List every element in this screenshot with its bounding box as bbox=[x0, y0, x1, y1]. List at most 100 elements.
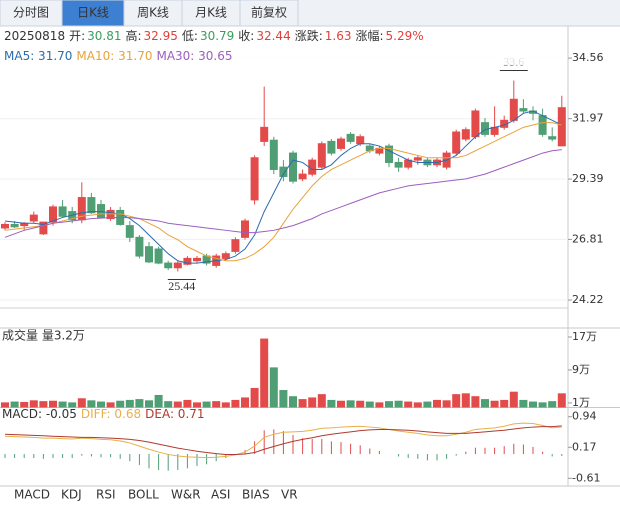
candle-body bbox=[298, 173, 307, 180]
volume-bar bbox=[1, 402, 9, 408]
ma-line bbox=[4, 122, 562, 262]
tab-label[interactable]: 周K线 bbox=[137, 6, 169, 20]
tab[interactable] bbox=[181, 0, 241, 27]
indicator-tab[interactable]: RSI bbox=[96, 488, 116, 502]
quote-name: 低: bbox=[182, 29, 198, 43]
indicator-tab[interactable]: W&R bbox=[171, 488, 201, 502]
indicator-tab[interactable]: ASI bbox=[211, 488, 230, 502]
candle-body bbox=[519, 108, 528, 112]
candle-body bbox=[260, 126, 269, 142]
date: 20250818 bbox=[4, 29, 65, 43]
candle-body bbox=[145, 246, 153, 263]
volume-bar bbox=[442, 400, 451, 408]
candle-body bbox=[557, 107, 566, 147]
volume-bar bbox=[68, 402, 77, 408]
info-line: 20250818 开: 30.81 高: 32.95 低: 30.79 收: 32.44 涨跌: 1… bbox=[4, 28, 424, 43]
candle-body bbox=[394, 161, 403, 168]
volume-bar bbox=[231, 399, 240, 408]
candle-body bbox=[193, 257, 201, 262]
candle-body bbox=[1, 223, 9, 229]
volume-bar bbox=[500, 399, 509, 408]
candle-body bbox=[385, 145, 393, 163]
y-tick-label: 0.17 bbox=[572, 440, 597, 453]
tab[interactable] bbox=[0, 0, 63, 27]
volume-bar bbox=[269, 367, 278, 408]
y-tick-label: -0.61 bbox=[572, 471, 600, 484]
y-tick-label: 26.81 bbox=[572, 232, 604, 245]
candle-body bbox=[106, 209, 115, 220]
indicator-tab[interactable]: VR bbox=[281, 488, 298, 502]
candle-body bbox=[269, 139, 278, 170]
volume-bar bbox=[365, 401, 374, 408]
candle-body bbox=[173, 262, 182, 269]
volume-bar bbox=[202, 401, 211, 408]
volume-bar bbox=[375, 402, 384, 408]
volume-bar bbox=[135, 399, 144, 408]
candle-body bbox=[346, 133, 355, 142]
tab-label[interactable]: 月K线 bbox=[195, 6, 227, 20]
candle-body bbox=[471, 110, 480, 138]
volume-bar bbox=[519, 399, 528, 408]
volume-bar bbox=[289, 396, 297, 408]
candle-body bbox=[509, 98, 518, 121]
quote-value: 30.81 bbox=[87, 29, 121, 43]
volume-bar bbox=[87, 400, 96, 408]
volume-bar bbox=[212, 401, 221, 408]
ma-line bbox=[4, 149, 562, 238]
tab[interactable] bbox=[61, 0, 125, 27]
tab-label[interactable]: 前复权 bbox=[251, 5, 287, 20]
info-bg bbox=[0, 27, 567, 65]
candle-body bbox=[87, 197, 96, 214]
candle-body bbox=[337, 138, 345, 149]
volume-bar bbox=[509, 391, 518, 408]
legend-entry: MACD: -0.05 bbox=[2, 407, 77, 421]
legend-entry: MA5: 31.70 bbox=[4, 49, 72, 63]
volume-bar bbox=[317, 394, 326, 408]
candle-body bbox=[97, 204, 105, 218]
candle-body bbox=[231, 239, 240, 252]
quote-name: 涨幅: bbox=[355, 28, 383, 43]
indicator-tab[interactable]: BOLL bbox=[128, 488, 159, 502]
candle-body bbox=[29, 214, 38, 222]
volume-bar bbox=[433, 399, 441, 408]
indicator-tab[interactable]: BIAS bbox=[242, 488, 270, 502]
macd-line bbox=[4, 425, 562, 455]
volume-bar bbox=[423, 401, 432, 408]
quote-value: 30.79 bbox=[200, 29, 234, 43]
quote-value: 1.63 bbox=[325, 29, 352, 43]
candle-body bbox=[413, 157, 422, 161]
volume-bar bbox=[471, 396, 480, 408]
legend-entry: MA10: 31.70 bbox=[76, 49, 152, 63]
volume-bar bbox=[125, 399, 134, 408]
volume-bar bbox=[145, 400, 153, 408]
quote-value: 32.95 bbox=[144, 29, 178, 43]
y-tick-label: 9万 bbox=[572, 363, 590, 376]
tab-label[interactable]: 日K线 bbox=[77, 6, 109, 20]
y-tick-label: 0.94 bbox=[572, 410, 597, 423]
quote-name: 高: bbox=[125, 28, 141, 43]
candle-body bbox=[250, 157, 259, 201]
volume-bar bbox=[279, 390, 288, 408]
candle-body bbox=[279, 166, 288, 177]
volume-bar bbox=[481, 399, 489, 408]
indicator-tab[interactable]: KDJ bbox=[61, 488, 82, 502]
quote-name: 开: bbox=[69, 29, 85, 43]
volume-bar bbox=[221, 402, 230, 408]
info-line: MA5: 31.70 MA10: 31.70 MA30: 30.65 bbox=[4, 49, 233, 63]
volume-bar bbox=[29, 400, 38, 408]
tab-label[interactable]: 分时图 bbox=[13, 6, 49, 20]
volume-bar bbox=[58, 401, 67, 408]
candle-body bbox=[289, 152, 297, 182]
panel-title: 成交量 量3.2万 bbox=[2, 328, 85, 343]
info-line: MACD: -0.05 DIFF: 0.68 DEA: 0.71 bbox=[2, 407, 205, 421]
volume-bar bbox=[538, 402, 547, 408]
tab[interactable] bbox=[239, 0, 299, 27]
y-tick-label: 17万 bbox=[572, 330, 597, 343]
volume-bar bbox=[164, 401, 173, 408]
candle-body bbox=[538, 115, 547, 135]
indicator-tab[interactable]: MACD bbox=[14, 488, 50, 502]
y-tick-label: 24.22 bbox=[572, 293, 604, 306]
volume-bar bbox=[10, 401, 19, 408]
